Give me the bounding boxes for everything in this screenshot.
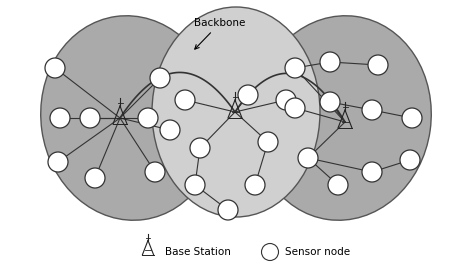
Text: Sensor node: Sensor node bbox=[285, 247, 350, 257]
Circle shape bbox=[45, 58, 65, 78]
Circle shape bbox=[190, 138, 210, 158]
Circle shape bbox=[245, 175, 265, 195]
Circle shape bbox=[298, 148, 318, 168]
Circle shape bbox=[138, 108, 158, 128]
Ellipse shape bbox=[41, 16, 219, 220]
Circle shape bbox=[285, 98, 305, 118]
Circle shape bbox=[362, 100, 382, 120]
Circle shape bbox=[368, 55, 388, 75]
Circle shape bbox=[145, 162, 165, 182]
Circle shape bbox=[362, 162, 382, 182]
Circle shape bbox=[218, 200, 238, 220]
Circle shape bbox=[85, 168, 105, 188]
Circle shape bbox=[48, 152, 68, 172]
Circle shape bbox=[276, 90, 296, 110]
Ellipse shape bbox=[152, 7, 320, 217]
Circle shape bbox=[328, 175, 348, 195]
Text: Backbone: Backbone bbox=[195, 18, 246, 49]
Circle shape bbox=[402, 108, 422, 128]
Circle shape bbox=[320, 52, 340, 72]
Ellipse shape bbox=[253, 16, 431, 220]
Circle shape bbox=[160, 120, 180, 140]
Circle shape bbox=[80, 108, 100, 128]
Circle shape bbox=[50, 108, 70, 128]
Circle shape bbox=[175, 90, 195, 110]
Circle shape bbox=[400, 150, 420, 170]
Circle shape bbox=[285, 58, 305, 78]
Text: Base Station: Base Station bbox=[165, 247, 231, 257]
Circle shape bbox=[261, 243, 278, 261]
Circle shape bbox=[185, 175, 205, 195]
Circle shape bbox=[238, 85, 258, 105]
Circle shape bbox=[320, 92, 340, 112]
Circle shape bbox=[258, 132, 278, 152]
Circle shape bbox=[150, 68, 170, 88]
